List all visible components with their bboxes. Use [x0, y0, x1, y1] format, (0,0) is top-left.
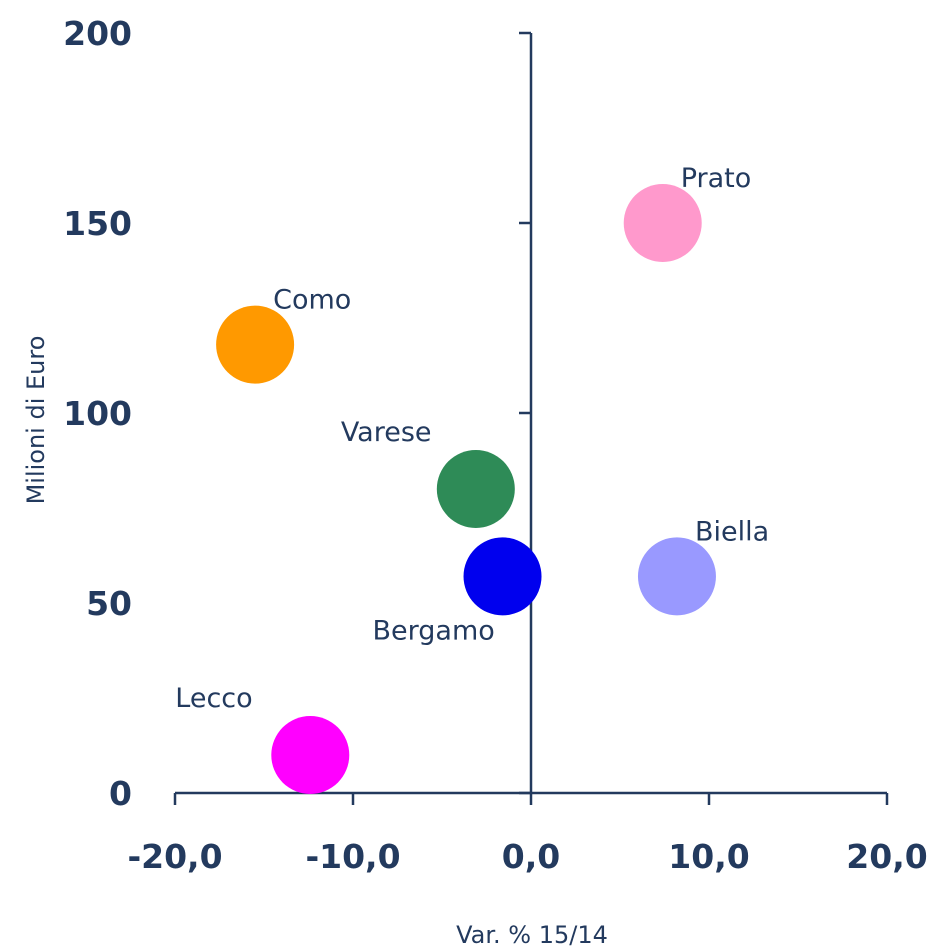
y-ticks: 0 50 100 150 200 [63, 14, 531, 813]
bubble-varese [436, 450, 515, 528]
x-ticks: -20,0 -10,0 0,0 10,0 20,0 [127, 793, 928, 876]
y-tick-label: 0 [109, 774, 132, 813]
bubble-lecco [271, 716, 350, 794]
point-label-biella: Biella [695, 516, 769, 547]
point-label-prato: Prato [681, 163, 752, 194]
bubbles [216, 184, 716, 794]
x-tick-label: 20,0 [846, 837, 927, 876]
point-label-bergamo: Bergamo [373, 615, 495, 646]
bubble-bergamo [463, 537, 542, 616]
bubble-prato [623, 184, 702, 262]
x-tick-label: -20,0 [127, 837, 222, 876]
x-tick-label: -10,0 [305, 837, 400, 876]
point-label-varese: Varese [341, 417, 432, 448]
y-tick-label: 50 [86, 584, 132, 623]
bubble-biella [637, 537, 716, 616]
x-axis-title: Var. % 15/14 [456, 921, 608, 949]
y-tick-label: 150 [63, 204, 132, 243]
y-tick-label: 200 [63, 14, 132, 53]
point-label-como: Como [273, 285, 351, 316]
x-tick-label: 10,0 [668, 837, 749, 876]
x-tick-label: 0,0 [502, 837, 560, 876]
y-axis-title: Milioni di Euro [22, 336, 50, 505]
point-label-lecco: Lecco [175, 683, 252, 714]
y-tick-label: 100 [63, 394, 132, 433]
bubble-como [216, 305, 295, 384]
point-labels: Prato Como Varese Biella Bergamo Lecco [175, 163, 769, 714]
